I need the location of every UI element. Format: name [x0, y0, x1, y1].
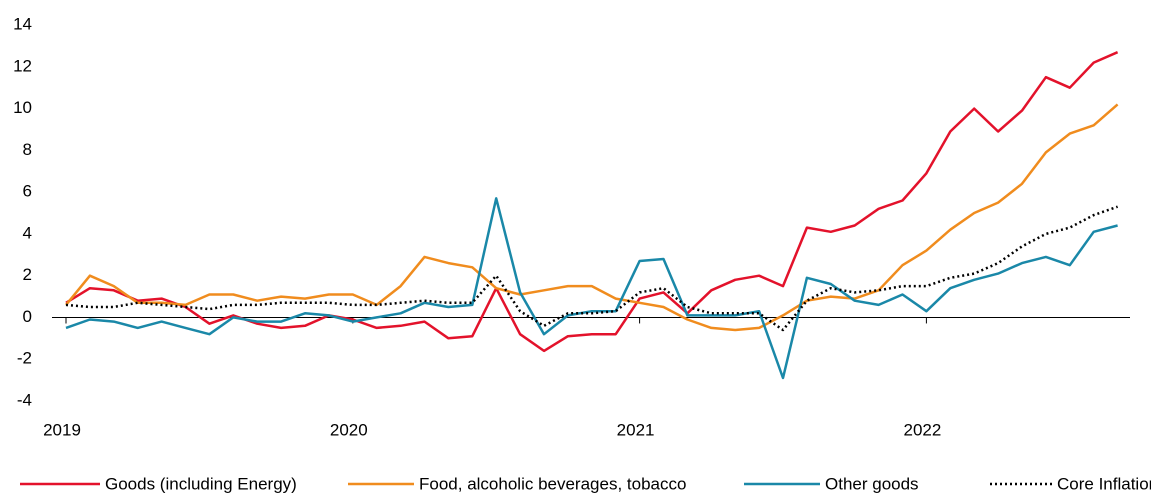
series-line [65, 205, 1119, 332]
legend-label: Core Inflation [1057, 474, 1151, 493]
legend-label: Other goods [825, 474, 919, 493]
y-tick-label: 2 [23, 265, 32, 284]
series-line [65, 51, 1119, 353]
y-tick-label: 12 [13, 56, 32, 75]
y-tick-label: 6 [23, 182, 32, 201]
y-tick-label: 0 [23, 307, 32, 326]
x-tick-label: 2022 [903, 420, 941, 439]
series-line [65, 103, 1119, 332]
series-line [65, 197, 1118, 380]
legend-label: Goods (including Energy) [105, 474, 297, 493]
y-tick-label: 8 [23, 140, 32, 159]
y-tick-label: -2 [17, 349, 32, 368]
x-tick-label: 2019 [43, 420, 81, 439]
x-tick-label: 2020 [330, 420, 368, 439]
y-tick-label: 10 [13, 98, 32, 117]
legend-label: Food, alcoholic beverages, tobacco [419, 474, 686, 493]
y-tick-label: 14 [13, 14, 32, 33]
x-tick-label: 2021 [617, 420, 655, 439]
y-tick-label: -4 [17, 390, 32, 409]
y-tick-label: 4 [23, 223, 32, 242]
